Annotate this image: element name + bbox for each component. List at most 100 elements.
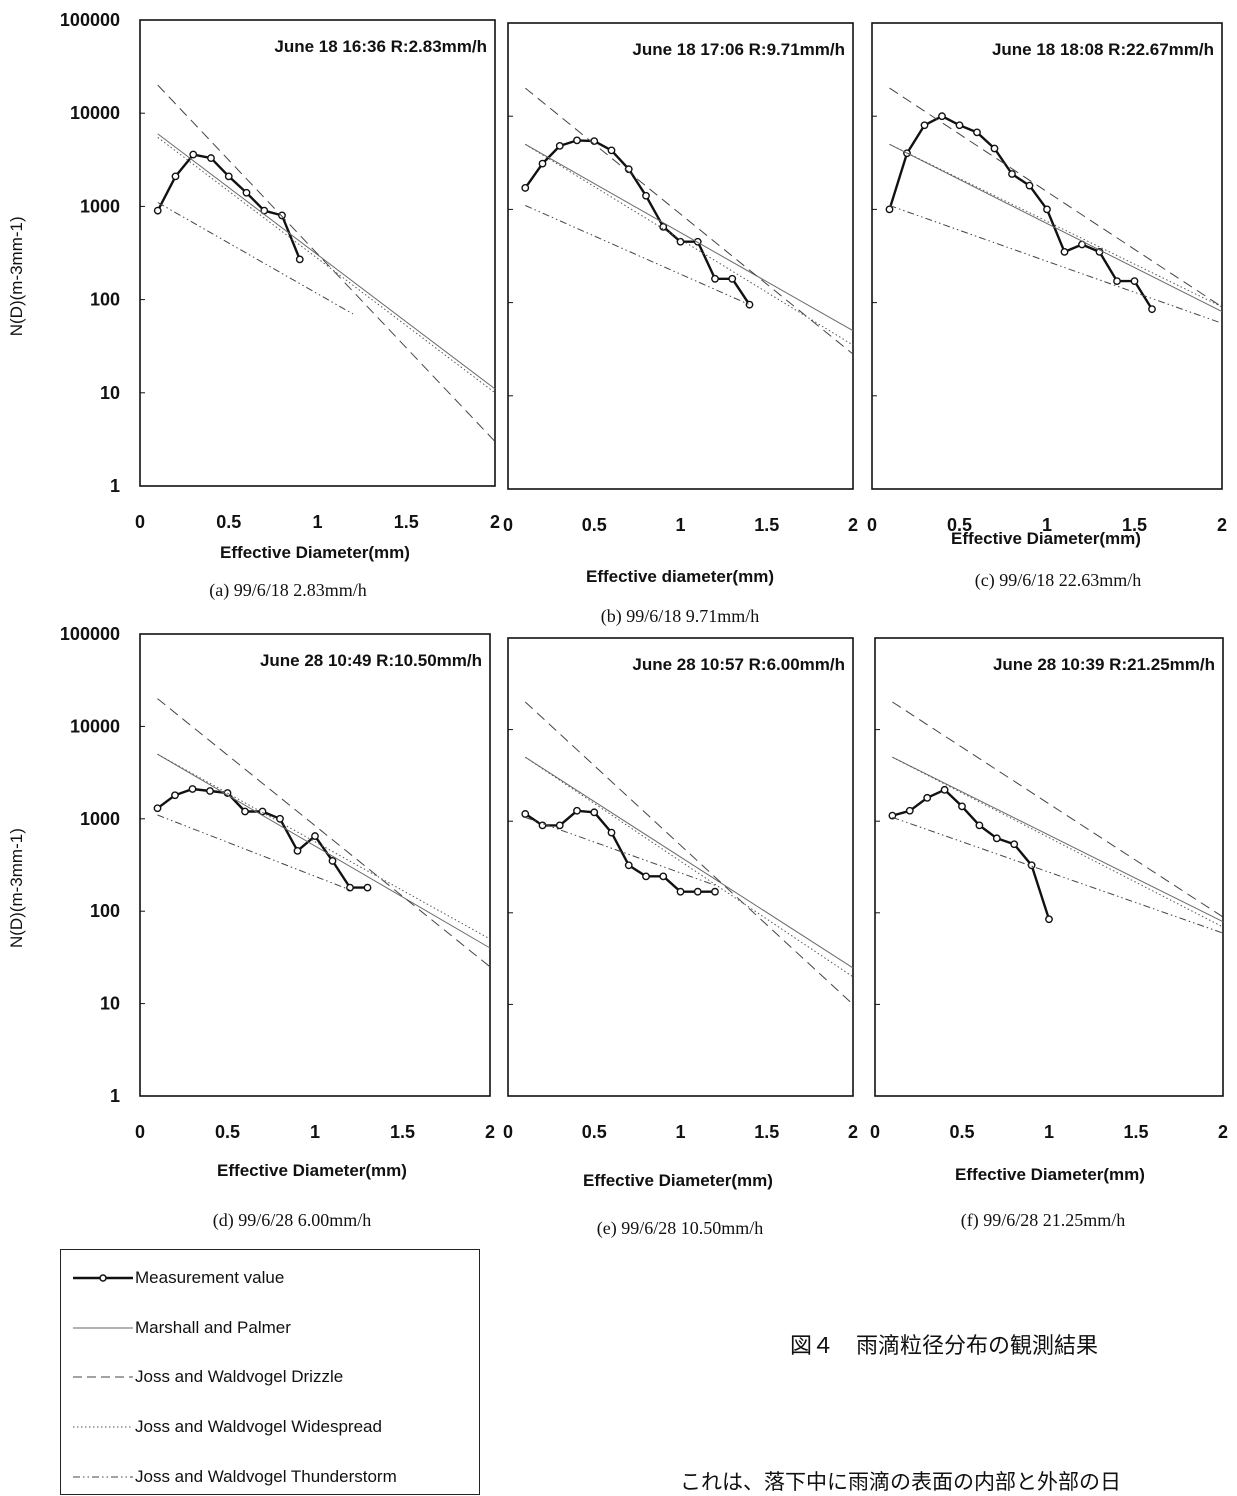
- panel-title-c: June 18 18:08 R:22.67mm/h: [992, 40, 1214, 59]
- y-tick-label: 10: [100, 994, 120, 1014]
- legend-swatch-thunderstorm: [73, 1476, 133, 1478]
- legend-item-widespread: Joss and Waldvogel Widespread: [73, 1415, 382, 1439]
- data-point-e: [573, 806, 581, 815]
- x-tick-label: 1: [312, 512, 322, 532]
- series-line-joss-and-waldvogel-widespread-c: [889, 143, 1223, 308]
- series-line-joss-and-waldvogel-drizzle-b: [524, 87, 854, 355]
- data-point-b: [538, 159, 547, 168]
- series-line-joss-and-waldvogel-thunderstorm-e: [525, 816, 716, 886]
- y-tick-label: 100: [90, 901, 120, 921]
- data-point-a: [242, 188, 251, 197]
- data-point-b: [521, 184, 530, 192]
- data-point-a: [153, 206, 162, 215]
- data-point-d: [346, 883, 354, 892]
- data-point-a: [207, 154, 215, 162]
- data-point-c: [1148, 305, 1156, 314]
- data-point-d: [258, 807, 267, 816]
- x-tick-label: 0: [135, 512, 145, 532]
- data-point-c: [990, 144, 999, 153]
- x-tick-label: 1: [675, 1122, 685, 1142]
- legend-swatch-widespread: [73, 1426, 133, 1428]
- data-point-b: [676, 237, 685, 246]
- series-line-joss-and-waldvogel-drizzle-f: [892, 701, 1224, 918]
- data-point-a: [171, 172, 180, 181]
- data-point-d: [276, 814, 284, 823]
- series-line-marshall-and-palmer-c: [889, 143, 1223, 313]
- legend-label-measurement: Measurement value: [135, 1268, 285, 1287]
- data-point-b: [573, 136, 581, 145]
- data-point-e: [659, 872, 668, 881]
- data-point-f: [888, 811, 897, 820]
- data-point-e: [521, 810, 530, 818]
- series-line-joss-and-waldvogel-widespread-b: [525, 143, 854, 346]
- x-tick-label: 0.5: [582, 515, 607, 535]
- data-point-f: [940, 785, 949, 794]
- series-line-joss-and-waldvogel-thunderstorm-c: [889, 205, 1223, 324]
- x-tick-label: 1: [310, 1122, 320, 1142]
- series-line-joss-and-waldvogel-thunderstorm-d: [157, 814, 351, 891]
- data-point-c: [973, 128, 981, 137]
- data-point-d: [363, 883, 372, 892]
- panel-title-a: June 18 16:36 R:2.83mm/h: [274, 37, 487, 56]
- x-tick-label: 0: [135, 1122, 145, 1142]
- y-tick-label: 1: [110, 476, 120, 496]
- x-tick-label: 2: [848, 1122, 858, 1142]
- y-tick-label: 1000: [80, 196, 120, 216]
- legend-swatch-marshall-palmer: [73, 1327, 133, 1329]
- plot-frame-c: [871, 22, 1223, 490]
- panel-title-e: June 28 10:57 R:6.00mm/h: [632, 655, 845, 674]
- data-point-e: [711, 887, 719, 896]
- data-point-f: [1045, 915, 1053, 924]
- y-tick-label: 10: [100, 383, 120, 403]
- data-point-c: [1025, 181, 1034, 190]
- y-tick-label: 1: [110, 1086, 120, 1106]
- data-point-f: [975, 821, 984, 830]
- data-point-b: [607, 146, 616, 155]
- data-point-c: [938, 112, 946, 121]
- data-point-c: [1113, 277, 1121, 286]
- data-point-f: [958, 802, 966, 811]
- data-point-f: [1010, 840, 1019, 849]
- data-point-e: [693, 887, 702, 896]
- data-point-c: [1043, 205, 1051, 214]
- legend-item-measurement: Measurement value: [73, 1266, 284, 1290]
- plot-frame-f: [874, 637, 1224, 1097]
- plot-frame-a: [139, 19, 496, 487]
- x-tick-label: 2: [1217, 515, 1227, 535]
- x-tick-label: 0: [503, 515, 513, 535]
- x-axis-label-d: Effective Diameter(mm): [217, 1161, 407, 1180]
- data-point-d: [328, 857, 337, 865]
- legend-label-marshall-palmer: Marshall and Palmer: [135, 1318, 291, 1337]
- series-line-joss-and-waldvogel-widespread-d: [157, 753, 491, 940]
- x-tick-label: 0.5: [947, 515, 972, 535]
- data-point-f: [1027, 861, 1036, 870]
- x-tick-label: 0.5: [949, 1122, 974, 1142]
- x-tick-label: 1: [675, 515, 685, 535]
- x-tick-label: 1.5: [754, 1122, 779, 1142]
- x-tick-label: 0.5: [582, 1122, 607, 1142]
- x-tick-label: 1.5: [390, 1122, 415, 1142]
- data-point-d: [206, 787, 214, 795]
- series-line-marshall-and-palmer-a: [157, 133, 496, 390]
- data-point-a: [278, 211, 286, 220]
- data-point-a: [189, 150, 198, 159]
- data-point-a: [295, 255, 304, 264]
- x-tick-label: 2: [848, 515, 858, 535]
- figure-title: 図４ 雨滴粒径分布の観測結果: [790, 1334, 1099, 1359]
- x-tick-label: 1.5: [394, 512, 419, 532]
- x-tick-label: 0: [870, 1122, 880, 1142]
- data-point-f: [923, 793, 932, 802]
- series-line-marshall-and-palmer-b: [525, 143, 854, 332]
- panel-caption-c: (c) 99/6/18 22.63mm/h: [975, 570, 1141, 591]
- series-line-measurement-value-f: [892, 788, 1051, 920]
- data-point-e: [607, 828, 616, 837]
- legend-item-drizzle: Joss and Waldvogel Drizzle: [73, 1365, 343, 1389]
- y-axis-label-a: N(D)(m-3mm-1): [7, 216, 26, 336]
- legend-label-drizzle: Joss and Waldvogel Drizzle: [135, 1367, 344, 1386]
- data-point-a: [224, 172, 233, 181]
- data-point-b: [745, 300, 754, 309]
- data-point-e: [624, 861, 633, 870]
- data-point-b: [711, 274, 719, 283]
- x-tick-label: 1.5: [1123, 1122, 1148, 1142]
